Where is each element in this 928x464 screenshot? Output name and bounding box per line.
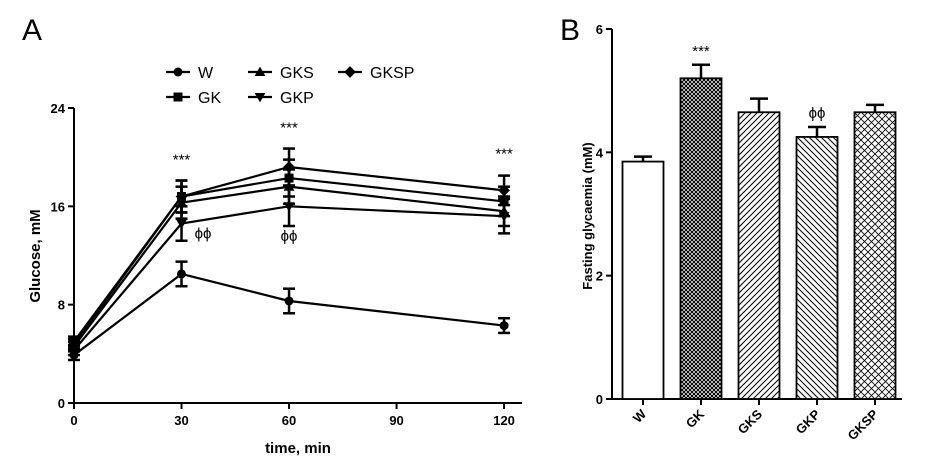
b-y-axis-label: Fasting glycaemia (mM) [580,142,595,289]
legend-marker-gk [173,92,183,102]
x-tick-label: 30 [174,413,188,428]
panel-a-series-lines [73,165,505,356]
x-tick-label: 0 [70,413,77,428]
series-line-gks [73,185,505,348]
panel-a-label: A [22,14,42,47]
panel-b-bars [621,63,897,400]
point-w [284,296,294,306]
bar-gk [679,77,723,400]
legend-label-gksp: GKSP [370,65,414,82]
b-x-tick-label: W [630,406,650,426]
panel-a-axes: 0 30 60 90 120 0 8 16 24 [51,101,522,428]
panel-b-bar-chart: B 0 2 4 6 W GK GKS GKP GKSP *** ϕϕ Fasting glycae… [560,14,902,443]
panel-a-markers [68,161,510,360]
b-y-tick-label: 2 [596,269,603,284]
b-y-tick-label: 6 [596,22,603,37]
legend-marker-w [173,67,183,77]
b-y-tick-label: 0 [596,392,603,407]
panel-b-annotations: *** ϕϕ [692,43,825,122]
b-y-tick-label: 4 [596,145,604,160]
significance-annotation: *** [495,145,513,162]
point-gkp [176,219,187,229]
b-significance-annotation: *** [692,43,710,60]
legend-marker-gks [254,66,266,77]
series-line-w [73,272,505,356]
point-gksp [68,338,80,350]
point-w [499,321,509,331]
point-gkp [498,212,510,222]
significance-annotation: *** [173,152,191,169]
series-line-gkp [73,205,505,351]
significance-annotation: ϕϕ [195,225,212,242]
x-axis-label: time, min [265,440,331,457]
series-line-gksp [73,165,505,345]
legend-label-gkp: GKP [280,90,314,107]
bar-gks [737,111,781,400]
panel-b-label: B [560,14,580,47]
x-tick-label: 120 [493,413,515,428]
x-tick-label: 90 [389,413,403,428]
point-w [177,269,187,279]
point-gk [284,173,294,183]
b-x-tick-label: GK [683,406,708,431]
legend: W GK GKS GKP GKSP [166,65,414,107]
point-gk [499,196,509,206]
y-axis-label: Glucose, mM [27,209,44,302]
point-gkp [283,202,295,212]
point-gks [283,181,295,191]
panel-a-annotations: *** *** *** ϕϕ ϕϕ [173,120,513,245]
bar-gksp [853,111,897,400]
legend-label-w: W [198,65,214,82]
b-x-tick-label: GKSP [844,406,881,443]
significance-annotation: ϕϕ [281,228,298,245]
b-x-tick-label: GKS [735,406,766,437]
x-tick-label: 60 [282,413,296,428]
bar-w [621,160,665,400]
bar-gkp [795,136,839,400]
point-gkp [68,346,80,356]
y-tick-label: 16 [51,199,65,214]
legend-label-gk: GK [198,90,221,107]
y-tick-label: 0 [58,396,65,411]
point-gksp [175,190,188,203]
point-gksp [283,161,295,173]
legend-marker-gksp [344,66,356,78]
significance-annotation: *** [280,120,298,137]
b-significance-annotation: ϕϕ [809,105,826,122]
y-tick-label: 24 [51,101,66,116]
y-tick-label: 8 [58,298,65,313]
point-gksp [498,184,510,197]
legend-label-gks: GKS [280,65,314,82]
legend-marker-gkp [254,92,266,103]
b-x-tick-label: GKP [793,406,824,437]
